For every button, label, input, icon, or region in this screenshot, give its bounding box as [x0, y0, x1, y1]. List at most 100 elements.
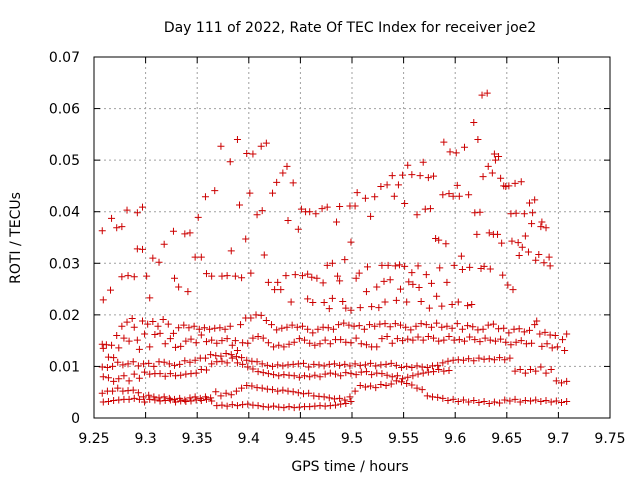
data-point: [285, 371, 293, 379]
data-point: [393, 372, 401, 380]
data-point: [232, 387, 240, 395]
data-point: [553, 343, 561, 351]
data-point: [538, 218, 546, 226]
data-point: [186, 229, 194, 237]
data-point: [149, 318, 157, 326]
data-point: [310, 360, 318, 368]
data-point: [185, 324, 193, 332]
data-point: [356, 361, 364, 369]
data-point: [547, 366, 555, 374]
data-point: [301, 336, 309, 344]
data-point: [320, 362, 328, 370]
data-point: [537, 397, 545, 405]
data-point: [450, 336, 458, 344]
data-point: [99, 344, 107, 352]
data-point: [197, 366, 205, 374]
data-point: [172, 372, 180, 380]
data-point: [223, 335, 231, 343]
data-point: [201, 193, 209, 201]
data-point: [254, 333, 262, 341]
data-point: [516, 366, 524, 374]
data-point: [186, 394, 194, 402]
data-point: [187, 335, 195, 343]
data-point: [355, 269, 363, 277]
data-point: [288, 321, 296, 329]
data-point: [405, 278, 413, 286]
data-point: [537, 223, 545, 231]
data-point: [141, 368, 149, 376]
data-point: [170, 274, 178, 282]
data-point: [508, 237, 516, 245]
data-point: [377, 361, 385, 369]
data-point: [146, 395, 154, 403]
data-point: [439, 394, 447, 402]
data-point: [378, 335, 386, 343]
data-point: [470, 357, 478, 365]
data-point: [181, 230, 189, 238]
data-point: [480, 262, 488, 270]
data-point: [319, 279, 327, 287]
data-point: [413, 384, 421, 392]
data-point: [337, 400, 345, 408]
data-point: [468, 301, 476, 309]
data-point: [284, 387, 292, 395]
data-point: [228, 341, 236, 349]
data-point: [357, 368, 365, 376]
data-point: [511, 395, 519, 403]
data-point: [258, 384, 266, 392]
data-point: [511, 367, 519, 375]
data-point: [139, 203, 147, 211]
data-point: [316, 340, 324, 348]
data-point: [213, 339, 221, 347]
data-point: [109, 387, 117, 395]
data-point: [373, 343, 381, 351]
data-point: [175, 324, 183, 332]
data-point: [337, 372, 345, 380]
data-point: [367, 212, 375, 220]
data-point: [304, 295, 312, 303]
x-tick-label: 9.45: [285, 431, 316, 447]
data-point: [382, 360, 390, 368]
x-tick-label: 9.25: [78, 431, 109, 447]
data-point: [248, 357, 256, 365]
data-point: [486, 336, 494, 344]
data-point: [325, 305, 333, 313]
data-point: [454, 298, 462, 306]
data-point: [172, 343, 180, 351]
data-point: [165, 394, 173, 402]
data-point: [466, 263, 474, 271]
data-point: [113, 224, 121, 232]
data-point: [372, 384, 380, 392]
data-point: [110, 396, 118, 404]
data-point: [439, 359, 447, 367]
data-point: [373, 369, 381, 377]
data-point: [377, 380, 385, 388]
data-point: [310, 392, 318, 400]
data-point: [285, 340, 293, 348]
data-point: [408, 171, 416, 179]
data-point: [182, 337, 190, 345]
data-point: [145, 391, 153, 399]
data-point: [418, 363, 426, 371]
data-point: [208, 397, 216, 405]
data-point: [249, 150, 257, 158]
data-point: [259, 369, 267, 377]
data-point: [356, 382, 364, 390]
data-point: [277, 286, 285, 294]
data-point: [263, 385, 271, 393]
data-point: [107, 286, 115, 294]
data-point: [115, 375, 123, 383]
data-point: [527, 397, 535, 405]
data-point: [140, 360, 148, 368]
data-point: [515, 252, 523, 260]
data-point: [103, 363, 111, 371]
data-point: [465, 355, 473, 363]
data-point: [521, 232, 529, 240]
data-point: [527, 366, 535, 374]
data-point: [475, 399, 483, 407]
data-point: [408, 269, 416, 277]
data-point: [352, 334, 360, 342]
data-point: [383, 181, 391, 189]
data-point: [170, 361, 178, 369]
data-point: [342, 338, 350, 346]
